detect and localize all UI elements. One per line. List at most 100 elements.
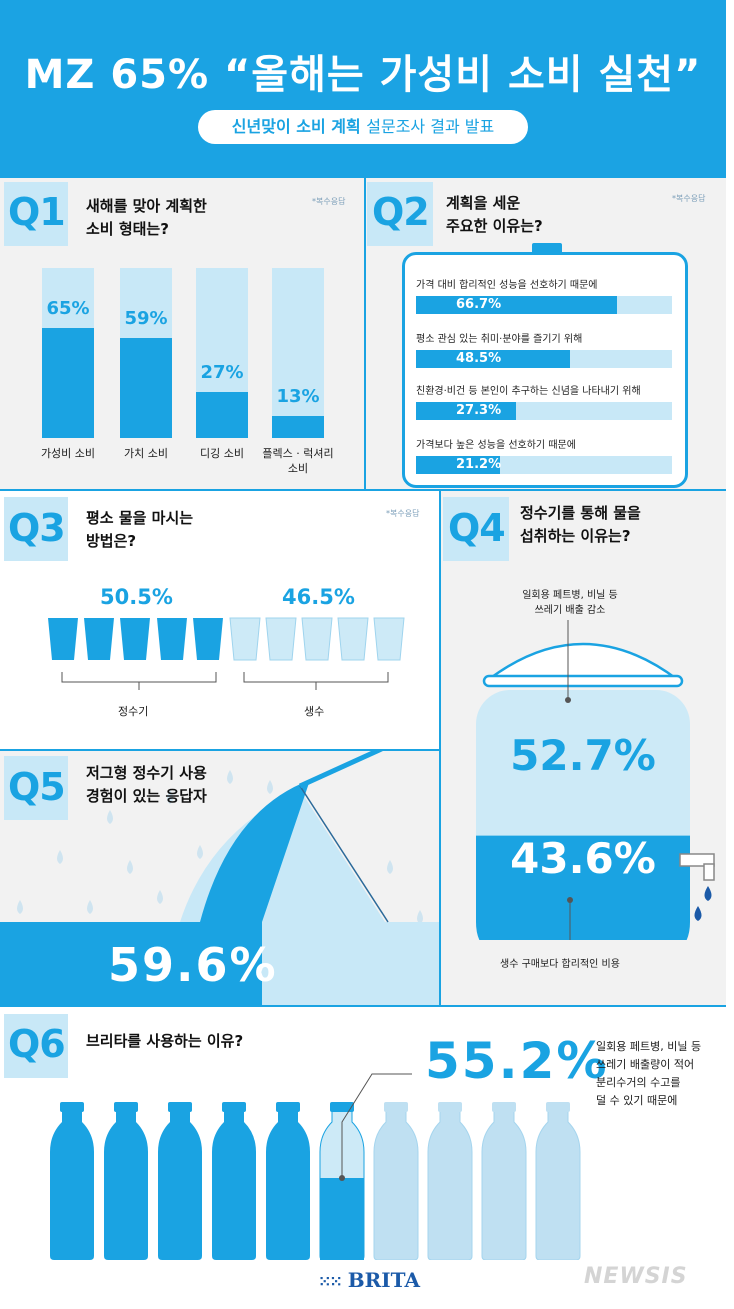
q2-bar-label: 66.7%: [456, 297, 502, 312]
q3-question: 평소 물을 마시는 방법은?: [86, 507, 193, 553]
q4-question: 정수기를 통해 물을 섭취하는 이유는?: [520, 502, 641, 548]
q1-note: *복수응답: [312, 197, 346, 206]
q2-bar-label: 27.3%: [456, 403, 502, 418]
q3-number-box: [4, 497, 68, 561]
q5-question-line2: 경험이 있는 응답자: [86, 787, 207, 805]
subtitle-pill: 신년맞이 소비 계획 설문조사 결과 발표: [198, 110, 528, 144]
q1-bar-label: 13%: [276, 385, 320, 407]
q2-bar: [416, 350, 571, 368]
q1-category: 디깅 소비: [200, 447, 244, 460]
q1-bar: [272, 415, 324, 438]
water-drop-icon: [704, 886, 712, 901]
tank-callout-dot-bottom: [567, 897, 573, 903]
divider-row3: [0, 1005, 726, 1007]
tank-lid-rim: [482, 674, 684, 688]
bottled-cup-icon: [229, 617, 261, 661]
bottle-cap: [546, 1102, 570, 1112]
empty-bottle-icon: [535, 1109, 581, 1260]
q5-water-fill: [0, 780, 310, 1006]
q5-jug-edge: [299, 785, 389, 923]
q6-reason-line3: 분리수거의 수고를: [596, 1076, 681, 1089]
q2-row-label: 평소 관심 있는 취미·분야를 즐기기 위해: [416, 334, 583, 345]
q1-question-line1: 새해를 맞아 계획한: [86, 197, 207, 215]
subtitle-rest: 설문조사 결과 발표: [366, 117, 495, 136]
q4-question-line2: 섭취하는 이유는?: [520, 527, 631, 545]
q3-cat-bottled: 생수: [304, 705, 325, 718]
purifier-cup-icon: [84, 618, 114, 660]
divider-q3-q5: [0, 749, 440, 751]
q2-question-line2: 주요한 이유는?: [446, 217, 543, 235]
q3-cat-purifier: 정수기: [118, 705, 149, 718]
watermark: NEWSIS: [584, 1264, 688, 1289]
q3-question-line1: 평소 물을 마시는: [86, 509, 194, 527]
brita-dots-icon: ⁙⁙: [318, 1272, 343, 1291]
q1-bar: [120, 337, 172, 438]
q6-callout-line: [341, 1073, 412, 1178]
q6-reason-line4: 덜 수 있기 때문에: [596, 1094, 678, 1107]
page-title: MZ 65% “올해는 가성비 소비 실천”: [24, 52, 702, 98]
q2-bar: [416, 402, 516, 420]
bottled-cup-icon: [265, 617, 297, 661]
droplet-icon: [157, 890, 163, 904]
faucet-spout: [703, 863, 715, 881]
droplet-icon: [57, 850, 63, 864]
subtitle-accent: 신년맞이 소비 계획: [231, 117, 361, 136]
full-bottle-icon: [266, 1110, 310, 1260]
droplet-icon: [197, 845, 203, 859]
q5-pour-chart: [0, 750, 440, 1006]
bottled-cup-icon: [373, 617, 405, 661]
q6-number: Q6: [8, 1022, 66, 1066]
q5-question: 저그형 정수기 사용 경험이 있는 응답자: [86, 762, 207, 808]
bottle-cap: [276, 1102, 300, 1112]
q1-question-line2: 소비 형태는?: [86, 220, 169, 238]
q4-number-box: [443, 497, 509, 561]
partial-bottle-fill: [320, 1178, 364, 1260]
q2-chart: 가격 대비 합리적인 성능을 선호하기 때문에 66.7% 평소 관심 있는 취미·…: [402, 252, 688, 488]
bottled-cup-icon: [337, 617, 369, 661]
droplet-icon: [227, 770, 233, 784]
divider-q3-q4: [439, 490, 441, 1006]
q3-bracket-purifier: [61, 672, 217, 683]
empty-bottle-icon: [427, 1109, 473, 1260]
tank-lower-fill: [476, 835, 690, 940]
bottle-cap: [60, 1102, 84, 1112]
bottle-cap: [438, 1102, 462, 1112]
q1-bar: [42, 327, 94, 438]
q3-note: *복수응답: [386, 509, 420, 518]
q4-callout-top-line1: 일회용 페트병, 비닐 등: [522, 590, 618, 601]
q5-question-line1: 저그형 정수기 사용: [86, 764, 207, 782]
divider-row1: [0, 489, 726, 491]
bottle-cap: [114, 1102, 138, 1112]
full-bottle-icon: [212, 1110, 256, 1260]
q3-bracket-bottled: [243, 672, 389, 683]
q2-row-label: 가격 대비 합리적인 성능을 선호하기 때문에: [416, 280, 598, 291]
q6-question: 브리타를 사용하는 이유?: [86, 1032, 244, 1050]
q2-question-line1: 계획을 세운: [446, 194, 521, 212]
q2-row-label: 가격보다 높은 성능을 선호하기 때문에: [416, 440, 576, 451]
q2-row-label: 친환경·비건 등 본인이 추구하는 신념을 나타내기 위해: [416, 386, 641, 397]
bottled-cup-icon: [301, 617, 333, 661]
q5-jug-spout: [298, 750, 386, 789]
q5-number-box: [4, 756, 68, 820]
q1-category: 가성비 소비: [40, 447, 96, 460]
q1-bar-bg: [272, 268, 324, 438]
full-bottle-icon: [104, 1110, 148, 1260]
q2-bar: [416, 296, 617, 314]
droplet-icon: [87, 900, 93, 914]
q1-chart: 65% 가성비 소비 59% 가치 소비 27% 디깅 소비 13% 플렉스 · 럭셔리 소비: [0, 260, 365, 490]
q4-label-lower: 43.6%: [510, 834, 656, 883]
q2-bar-label: 48.5%: [456, 351, 502, 366]
brand-name: BRITA: [347, 1268, 420, 1292]
tank-lid: [484, 642, 682, 682]
purifier-cup-icon: [157, 618, 187, 660]
q3-cups-chart: [48, 617, 405, 690]
q3-question-line2: 방법은?: [86, 532, 137, 550]
q2-number: Q2: [372, 190, 430, 234]
droplet-icon: [17, 900, 23, 914]
droplet-icon: [167, 790, 173, 804]
q4-tank-chart: 52.7% 43.6%: [476, 620, 715, 940]
q3-label-bottled-pct: 46.5%: [282, 585, 355, 609]
q4-callout-bottom: 생수 구매보다 합리적인 비용: [500, 959, 620, 970]
q2-bar: [416, 456, 501, 474]
tank-callout-dot-top: [565, 697, 571, 703]
